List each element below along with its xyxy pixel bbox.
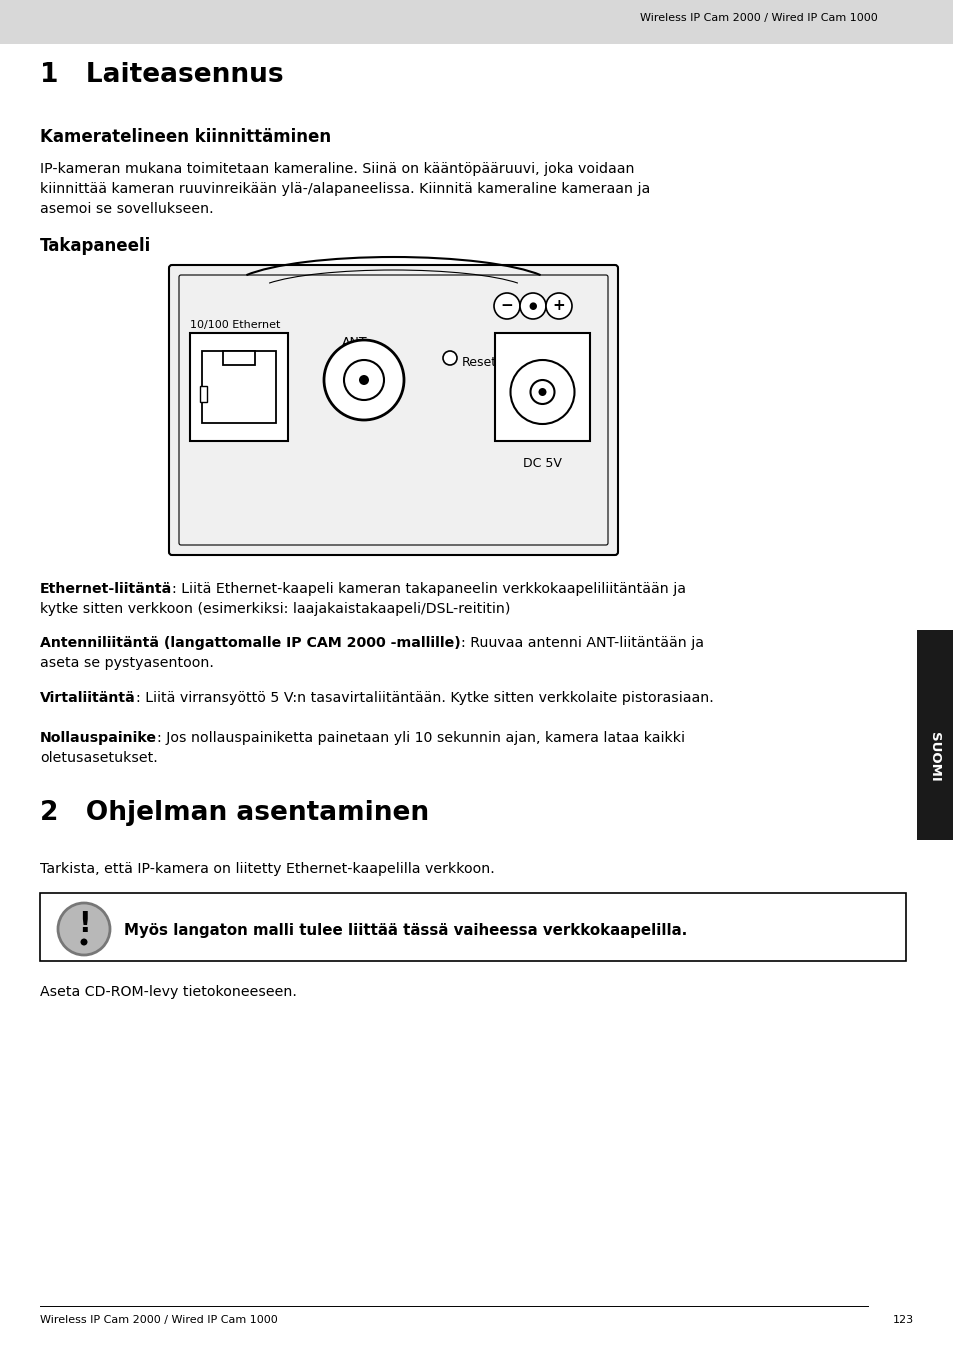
Circle shape — [442, 351, 456, 365]
Text: : Liitä virransyöttö 5 V:n tasavirtaliitäntään. Kytke sitten verkkolaite pistora: : Liitä virransyöttö 5 V:n tasavirtaliit… — [135, 690, 713, 705]
Text: DC 5V: DC 5V — [522, 457, 561, 470]
Text: !: ! — [77, 911, 91, 938]
Text: SUOMI: SUOMI — [927, 732, 941, 782]
Text: asemoi se sovellukseen.: asemoi se sovellukseen. — [40, 203, 213, 216]
Bar — [202, 351, 275, 423]
Text: ●: ● — [528, 301, 537, 311]
Text: : Jos nollauspainiketta painetaan yli 10 sekunnin ajan, kamera lataa kaikki: : Jos nollauspainiketta painetaan yli 10… — [157, 731, 684, 744]
Circle shape — [537, 388, 546, 396]
Circle shape — [58, 902, 110, 955]
Circle shape — [358, 376, 369, 385]
Text: Kameratelineen kiinnittäminen: Kameratelineen kiinnittäminen — [40, 128, 331, 146]
Text: +: + — [552, 299, 565, 313]
Circle shape — [545, 293, 572, 319]
Text: Aseta CD-ROM-levy tietokoneeseen.: Aseta CD-ROM-levy tietokoneeseen. — [40, 985, 296, 998]
Text: oletusasetukset.: oletusasetukset. — [40, 751, 157, 765]
Bar — [0, 0, 953, 45]
Text: Nollauspainike: Nollauspainike — [40, 731, 157, 744]
Text: 2   Ohjelman asentaminen: 2 Ohjelman asentaminen — [40, 800, 429, 825]
Text: aseta se pystyasentoon.: aseta se pystyasentoon. — [40, 657, 213, 670]
Bar — [190, 332, 288, 440]
Circle shape — [494, 293, 519, 319]
Bar — [40, 893, 905, 961]
Circle shape — [344, 359, 384, 400]
Text: : Ruuvaa antenni ANT-liitäntään ja: : Ruuvaa antenni ANT-liitäntään ja — [460, 636, 703, 650]
Bar — [223, 351, 254, 365]
Circle shape — [324, 340, 403, 420]
Text: kiinnittää kameran ruuvinreikään ylä-/alapaneelissa. Kiinnitä kameraline kameraa: kiinnittää kameran ruuvinreikään ylä-/al… — [40, 182, 650, 196]
Text: Wireless IP Cam 2000 / Wired IP Cam 1000: Wireless IP Cam 2000 / Wired IP Cam 1000 — [40, 1315, 277, 1325]
Bar — [200, 386, 207, 403]
Text: kytke sitten verkkoon (esimerkiksi: laajakaistakaapeli/DSL-reititin): kytke sitten verkkoon (esimerkiksi: laaj… — [40, 603, 510, 616]
Text: IP-kameran mukana toimitetaan kameraline. Siinä on kääntöpääruuvi, joka voidaan: IP-kameran mukana toimitetaan kameraline… — [40, 162, 634, 176]
Text: Takapaneeli: Takapaneeli — [40, 236, 152, 255]
Text: Ethernet-liitäntä: Ethernet-liitäntä — [40, 582, 172, 596]
Text: 10/100 Ethernet: 10/100 Ethernet — [190, 320, 280, 330]
Text: Reset: Reset — [461, 357, 497, 369]
Bar — [495, 332, 589, 440]
Circle shape — [519, 293, 545, 319]
Text: Myös langaton malli tulee liittää tässä vaiheessa verkkokaapelilla.: Myös langaton malli tulee liittää tässä … — [124, 924, 686, 939]
Text: Virtaliitäntä: Virtaliitäntä — [40, 690, 135, 705]
Circle shape — [80, 939, 88, 946]
Text: 1   Laiteasennus: 1 Laiteasennus — [40, 62, 283, 88]
Text: −: − — [500, 299, 513, 313]
Text: Antenniliitäntä (langattomalle IP CAM 2000 -mallille): Antenniliitäntä (langattomalle IP CAM 20… — [40, 636, 460, 650]
Text: Tarkista, että IP-kamera on liitetty Ethernet-kaapelilla verkkoon.: Tarkista, että IP-kamera on liitetty Eth… — [40, 862, 495, 875]
Text: ANT: ANT — [341, 336, 367, 349]
FancyBboxPatch shape — [169, 265, 618, 555]
Bar — [916, 630, 953, 840]
Text: : Liitä Ethernet-kaapeli kameran takapaneelin verkkokaapeliliitäntään ja: : Liitä Ethernet-kaapeli kameran takapan… — [172, 582, 685, 596]
Circle shape — [510, 359, 574, 424]
Text: 123: 123 — [892, 1315, 913, 1325]
Circle shape — [530, 380, 554, 404]
Text: Wireless IP Cam 2000 / Wired IP Cam 1000: Wireless IP Cam 2000 / Wired IP Cam 1000 — [639, 14, 877, 23]
